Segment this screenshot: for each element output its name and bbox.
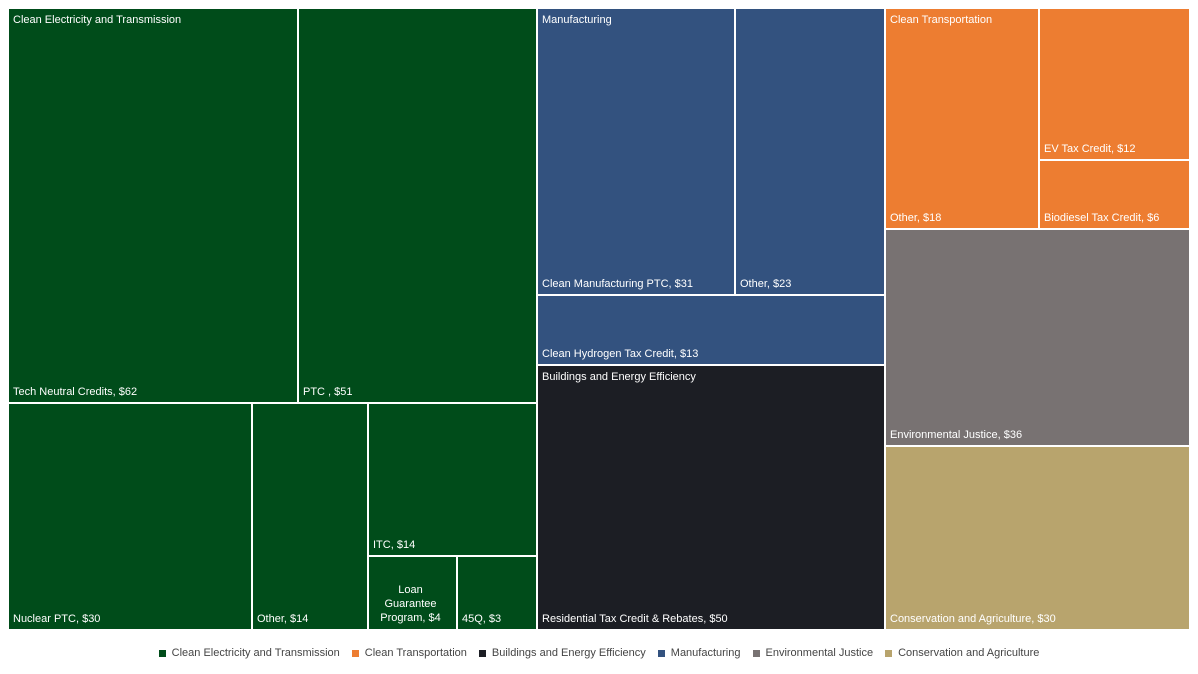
tile-label: Other, $14	[257, 613, 309, 625]
treemap-tile-residential-tax-credit-rebates-50: Buildings and Energy Efficiency Residenti…	[537, 365, 885, 630]
tile-label: Conservation and Agriculture, $30	[890, 613, 1056, 625]
legend: Clean Electricity and Transmission Clean …	[0, 645, 1198, 661]
treemap-tile-clean-hydrogen-tax-credit-13: Clean Hydrogen Tax Credit, $13	[537, 295, 885, 365]
treemap-tile-other-18: Clean Transportation Other, $18	[885, 8, 1039, 229]
treemap-tile-conservation-and-agriculture-30: Conservation and Agriculture, $30	[885, 446, 1190, 630]
legend-entry-buildings-and-energy-efficiency: Buildings and Energy Efficiency	[478, 647, 646, 659]
legend-entry-clean-transportation: Clean Transportation	[351, 647, 467, 659]
tile-label: Clean Manufacturing PTC, $31	[542, 278, 694, 290]
group-title-clean-electricity-and-transmission: Clean Electricity and Transmission	[13, 14, 182, 26]
treemap-tile-nuclear-ptc-30: Nuclear PTC, $30	[8, 403, 252, 630]
legend-swatch	[478, 649, 486, 657]
tile-label: PTC , $51	[303, 386, 353, 398]
treemap-tile-loan-guarantee-program-4: Loan Guarantee Program, $4	[368, 556, 457, 630]
legend-entry-clean-electricity-and-transmission: Clean Electricity and Transmission	[158, 647, 340, 659]
legend-entry-manufacturing: Manufacturing	[657, 647, 741, 659]
treemap-tile-biodiesel-tax-credit-6: Biodiesel Tax Credit, $6	[1039, 160, 1190, 229]
tile-label: ITC, $14	[373, 539, 416, 551]
legend-entry-conservation-and-agriculture: Conservation and Agriculture	[885, 647, 1039, 659]
tile-label: Biodiesel Tax Credit, $6	[1044, 212, 1160, 224]
legend-swatch	[657, 649, 665, 657]
tile-label: Loan Guarantee Program, $4	[380, 584, 441, 624]
treemap-tile-ev-tax-credit-12: EV Tax Credit, $12	[1039, 8, 1190, 160]
legend-label: Conservation and Agriculture	[898, 647, 1040, 659]
tile-label: EV Tax Credit, $12	[1044, 143, 1136, 155]
tile-label: Residential Tax Credit & Rebates, $50	[542, 613, 728, 625]
treemap-tile-45q-3: 45Q, $3	[457, 556, 537, 630]
legend-swatch	[158, 649, 166, 657]
treemap-tile-other-14: Other, $14	[252, 403, 368, 630]
legend-label: Environmental Justice	[765, 647, 874, 659]
legend-swatch	[885, 649, 893, 657]
legend-entry-environmental-justice: Environmental Justice	[752, 647, 874, 659]
treemap-tile-ptc-51: PTC , $51	[298, 8, 537, 403]
treemap-tile-itc-14: ITC, $14	[368, 403, 537, 556]
tile-label: 45Q, $3	[462, 613, 502, 625]
legend-swatch	[752, 649, 760, 657]
group-title-manufacturing: Manufacturing	[542, 14, 612, 26]
tile-label: Tech Neutral Credits, $62	[13, 386, 138, 398]
tile-label: Clean Hydrogen Tax Credit, $13	[542, 348, 699, 360]
treemap-tile-tech-neutral-credits-62: Clean Electricity and Transmission Tech N…	[8, 8, 298, 403]
tile-label: Other, $18	[890, 212, 942, 224]
legend-label: Clean Electricity and Transmission	[171, 647, 340, 659]
tile-label: Environmental Justice, $36	[890, 429, 1023, 441]
treemap-tile-clean-manufacturing-ptc-31: Manufacturing Clean Manufacturing PTC, $3…	[537, 8, 735, 295]
group-title-buildings-and-energy-efficiency: Buildings and Energy Efficiency	[542, 371, 696, 383]
legend-label: Clean Transportation	[364, 647, 467, 659]
treemap-tile-environmental-justice-36: Environmental Justice, $36	[885, 229, 1190, 446]
legend-label: Buildings and Energy Efficiency	[491, 647, 646, 659]
group-title-clean-transportation: Clean Transportation	[890, 14, 993, 26]
treemap-tile-other-23: Other, $23	[735, 8, 885, 295]
legend-label: Manufacturing	[670, 647, 741, 659]
tile-label: Nuclear PTC, $30	[13, 613, 101, 625]
tile-label: Other, $23	[740, 278, 792, 290]
legend-swatch	[351, 649, 359, 657]
